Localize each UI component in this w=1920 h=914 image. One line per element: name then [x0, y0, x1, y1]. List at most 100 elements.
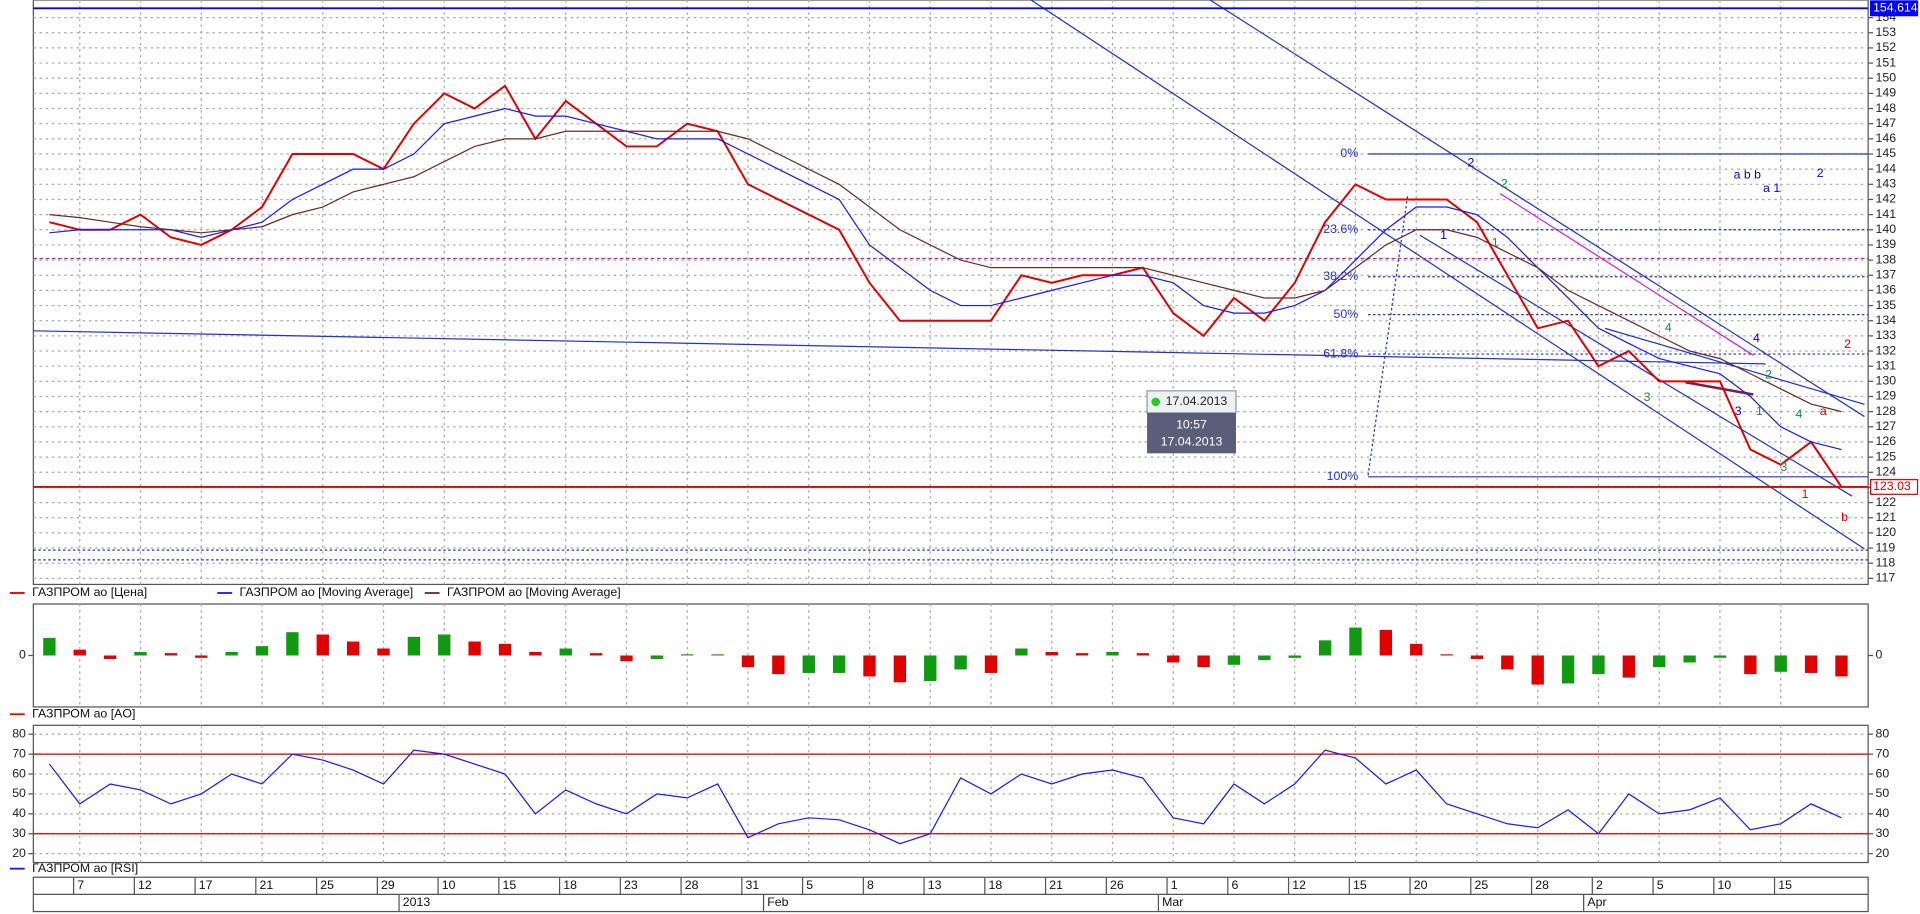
y-tick-label: 122	[1876, 495, 1897, 509]
x-tick-label: 12	[1292, 878, 1306, 892]
ao-bar	[1653, 655, 1666, 668]
y-tick-label: 121	[1876, 510, 1897, 524]
trend-line	[1419, 234, 1853, 497]
x-tick-label: 31	[746, 878, 760, 892]
x-tick-label: 17	[199, 878, 213, 892]
price-label: 154.614	[1873, 1, 1918, 15]
ao-bar	[711, 654, 724, 656]
y-tick-label: 141	[1876, 207, 1897, 221]
trend-line	[1685, 381, 1754, 396]
y-tick-label: 80	[12, 726, 26, 740]
wave-label: 1	[1802, 487, 1809, 501]
ao-bar	[1713, 655, 1727, 658]
x-tick-label: 18	[989, 878, 1003, 892]
ao-bar	[1349, 627, 1362, 656]
y-tick-label: 131	[1876, 358, 1897, 372]
trend-line	[1209, 0, 1865, 418]
x-tick-label: 10	[1718, 878, 1732, 892]
ao-bar	[620, 655, 633, 662]
ao-bar	[1561, 655, 1575, 684]
panel-frame	[32, 0, 1869, 586]
y-tick-label: 0	[1876, 648, 1883, 662]
ao-bar	[984, 655, 998, 673]
x-tick-label: 26	[1110, 878, 1124, 892]
cursor-label: 17.04.2013 10:57 17.04.2013	[1146, 390, 1237, 454]
x-tick-label: 21	[1049, 878, 1063, 892]
x-tick-label: 21	[260, 878, 274, 892]
y-tick-label: 153	[1876, 25, 1897, 39]
wave-label: 1	[1440, 228, 1447, 242]
y-tick-label: 128	[1876, 404, 1897, 418]
wave-label: b	[1841, 510, 1848, 524]
x-tick-label: 23	[624, 878, 638, 892]
y-tick-label: 129	[1876, 389, 1897, 403]
price-label: 123.03	[1873, 479, 1911, 493]
ao-bar	[286, 632, 299, 656]
y-tick-label: 30	[12, 826, 26, 840]
ao-bar	[316, 634, 329, 656]
y-tick-label: 40	[1876, 806, 1890, 820]
y-tick-label: 70	[1876, 746, 1890, 760]
y-tick-label: 126	[1876, 434, 1897, 448]
ao-bar	[164, 653, 178, 656]
ao-bar	[73, 649, 86, 656]
x-tick-label: 25	[320, 878, 334, 892]
y-tick-label: 149	[1876, 86, 1897, 100]
ao-bar	[1440, 654, 1453, 656]
trend-line	[33, 330, 1766, 365]
wave-label: a	[1820, 404, 1827, 418]
ao-bar	[832, 655, 846, 673]
x-tick-label: 18	[563, 878, 577, 892]
y-tick-label: 40	[12, 806, 26, 820]
y-tick-label: 0	[19, 648, 26, 662]
cursor-date: 17.04.2013	[1166, 394, 1228, 408]
ao-bar	[1592, 655, 1605, 675]
wave-label: 2	[1844, 337, 1851, 351]
x-tick-label: 12	[138, 878, 152, 892]
wave-label: 2	[1467, 155, 1474, 169]
series-line	[49, 107, 1842, 451]
legend-label: ГАЗПРОМ ао [Moving Average]	[240, 585, 414, 599]
ao-bar	[954, 655, 967, 670]
y-tick-label: 124	[1876, 465, 1897, 479]
ao-bar	[1015, 648, 1028, 656]
price-label-box	[1869, 479, 1919, 495]
legend-label: ГАЗПРОМ ао [AO]	[32, 707, 135, 721]
x-tick-label: 28	[1535, 878, 1549, 892]
ao-bar	[863, 655, 876, 677]
cursor-box	[1147, 412, 1236, 454]
ao-bar	[225, 651, 238, 656]
y-tick-label: 133	[1876, 328, 1897, 342]
y-tick-label: 146	[1876, 131, 1897, 145]
y-tick-label: 144	[1876, 161, 1897, 175]
wave-label: 3	[1644, 390, 1651, 404]
ao-bar	[1045, 651, 1058, 656]
trend-lines	[33, 0, 1869, 561]
wave-label: 4	[1796, 407, 1803, 421]
wave-label: 1	[1492, 236, 1499, 250]
ao-bar	[134, 651, 147, 656]
ao-bar	[346, 641, 360, 656]
wave-label: 2	[1501, 177, 1508, 191]
wave-label: 4	[1753, 331, 1760, 345]
legend-label: ГАЗПРОМ ао [Цена]	[32, 585, 147, 599]
cursor-dot	[1151, 397, 1161, 407]
fib-label: 23.6%	[1323, 222, 1358, 236]
fib-label: 61.8%	[1323, 346, 1358, 360]
x-tick-label: 7	[77, 878, 84, 892]
y-tick-label: 125	[1876, 449, 1897, 463]
wave-label: a 1	[1763, 181, 1780, 195]
y-tick-label: 118	[1876, 555, 1896, 569]
wave-label: 4	[1665, 321, 1672, 335]
ao-bar	[924, 655, 937, 682]
y-tick-label: 148	[1876, 101, 1897, 115]
fib-label: 38.2%	[1323, 269, 1358, 283]
x-tick-label: 5	[806, 878, 813, 892]
ao-bar	[741, 655, 755, 668]
y-tick-label: 135	[1876, 298, 1897, 312]
y-tick-label: 139	[1876, 237, 1897, 251]
y-tick-label: 127	[1876, 419, 1897, 433]
ao-bar	[1288, 655, 1301, 658]
x-tick-label: 8	[867, 878, 874, 892]
